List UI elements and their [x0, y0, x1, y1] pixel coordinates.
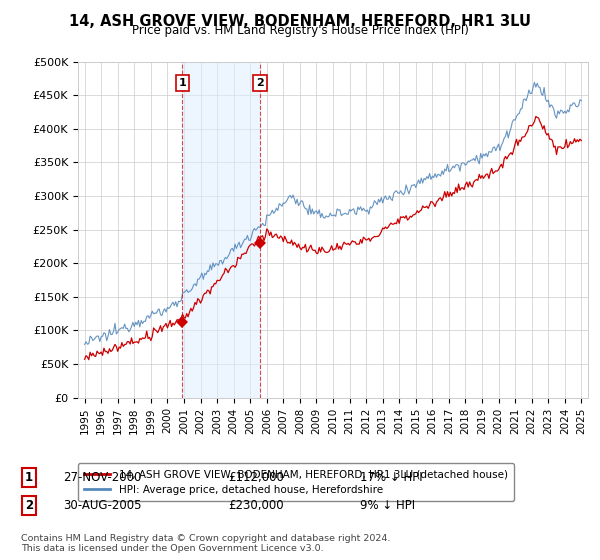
Text: 1: 1	[25, 470, 33, 484]
Legend: 14, ASH GROVE VIEW, BODENHAM, HEREFORD, HR1 3LU (detached house), HPI: Average p: 14, ASH GROVE VIEW, BODENHAM, HEREFORD, …	[78, 463, 514, 501]
Text: 2: 2	[256, 78, 264, 88]
Text: 1: 1	[178, 78, 186, 88]
Text: 30-AUG-2005: 30-AUG-2005	[63, 498, 142, 512]
Text: £112,000: £112,000	[228, 470, 284, 484]
Text: 14, ASH GROVE VIEW, BODENHAM, HEREFORD, HR1 3LU: 14, ASH GROVE VIEW, BODENHAM, HEREFORD, …	[69, 14, 531, 29]
Text: 17% ↓ HPI: 17% ↓ HPI	[360, 470, 422, 484]
Text: 2: 2	[25, 498, 33, 512]
Text: £230,000: £230,000	[228, 498, 284, 512]
Text: 9% ↓ HPI: 9% ↓ HPI	[360, 498, 415, 512]
Text: 27-NOV-2000: 27-NOV-2000	[63, 470, 142, 484]
Bar	[182, 62, 260, 398]
Text: Contains HM Land Registry data © Crown copyright and database right 2024.
This d: Contains HM Land Registry data © Crown c…	[21, 534, 391, 553]
Text: Price paid vs. HM Land Registry's House Price Index (HPI): Price paid vs. HM Land Registry's House …	[131, 24, 469, 37]
